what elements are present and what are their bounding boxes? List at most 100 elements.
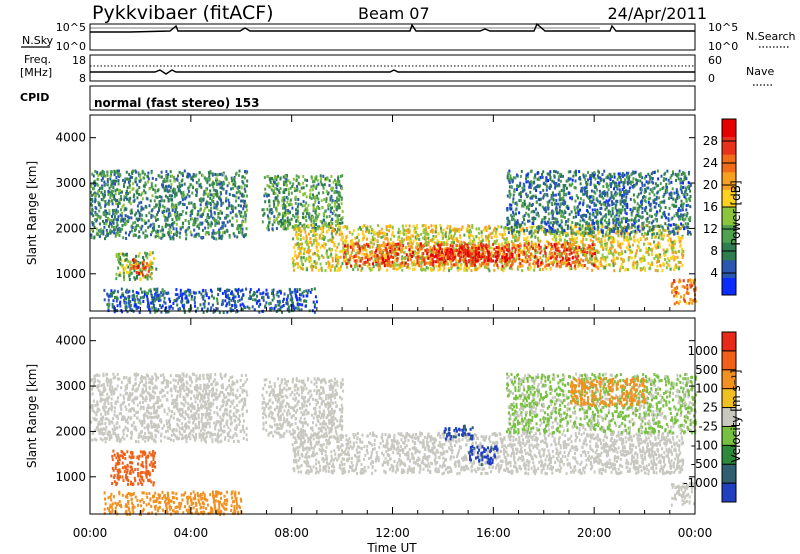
echo-cell — [333, 178, 336, 182]
echo-cell — [216, 297, 218, 301]
echo-cell — [664, 250, 667, 254]
echo-cell — [105, 212, 107, 216]
freq-left-tick-top: 18 — [72, 54, 86, 67]
echo-cell — [230, 290, 233, 294]
echo-cell — [123, 184, 125, 188]
echo-cell — [496, 264, 499, 267]
echo-cell — [94, 200, 97, 204]
echo-cell — [269, 302, 272, 305]
echo-cell — [155, 294, 158, 298]
echo-cell — [331, 229, 333, 233]
echo-cell — [347, 251, 349, 255]
echo-cell — [201, 295, 204, 299]
echo-cell — [431, 228, 434, 232]
echo-cell — [133, 298, 136, 302]
echo-cell — [207, 201, 210, 205]
echo-cell — [309, 217, 312, 221]
echo-cell — [150, 215, 153, 219]
echo-cell — [146, 273, 148, 277]
echo-cell — [497, 225, 499, 228]
echo-cell — [116, 232, 119, 236]
echo-cell — [499, 247, 502, 251]
echo-cell — [119, 173, 122, 177]
echo-cell — [418, 261, 421, 265]
echo-cell — [127, 192, 130, 195]
echo-cell — [328, 183, 331, 187]
echo-cell — [501, 264, 504, 268]
echo-cell — [271, 292, 273, 295]
echo-cell — [369, 241, 372, 245]
echo-cell — [416, 234, 418, 238]
echo-cell — [565, 232, 568, 236]
echo-cell — [243, 176, 246, 180]
echo-cell — [276, 187, 279, 191]
echo-cell — [294, 306, 297, 310]
echo-cell — [151, 298, 154, 302]
echo-cell — [339, 229, 342, 233]
echo-cell — [477, 231, 480, 235]
echo-cell — [573, 249, 576, 253]
echo-cell — [325, 251, 328, 255]
echo-cell — [161, 225, 164, 229]
echo-cell — [219, 216, 222, 220]
echo-cell — [286, 216, 289, 220]
echo-cell — [391, 233, 394, 237]
echo-cell — [272, 189, 275, 193]
echo-cell — [328, 263, 331, 267]
echo-cell — [98, 235, 101, 239]
echo-cell — [653, 240, 655, 244]
echo-cell — [437, 268, 440, 272]
echo-cell — [96, 216, 99, 219]
echo-cell — [592, 249, 595, 253]
echo-cell — [190, 295, 193, 298]
echo-cell — [226, 229, 229, 233]
echo-cell — [335, 190, 338, 194]
echo-cell — [412, 224, 415, 228]
echo-cell — [373, 231, 376, 234]
echo-cell — [204, 299, 206, 303]
echo-cell — [192, 173, 195, 176]
echo-cell — [667, 263, 670, 267]
echo-cell — [309, 290, 312, 294]
echo-cell — [412, 239, 415, 243]
echo-cell — [122, 294, 125, 298]
echo-cell — [452, 228, 455, 232]
echo-cell — [125, 288, 128, 292]
echo-cell — [276, 197, 279, 201]
echo-cell — [424, 237, 427, 241]
echo-cell — [127, 218, 130, 222]
echo-cell — [336, 255, 338, 259]
echo-cell — [512, 243, 515, 247]
echo-cell — [112, 299, 115, 303]
echo-cell — [513, 257, 516, 261]
echo-cell — [162, 180, 165, 183]
echo-cell — [648, 246, 650, 250]
echo-cell — [624, 236, 627, 240]
echo-cell — [291, 256, 294, 260]
echo-cell — [127, 295, 130, 299]
echo-cell — [371, 245, 374, 249]
echo-cell — [162, 292, 165, 296]
echo-cell — [276, 199, 279, 203]
echo-cell — [171, 218, 174, 222]
echo-cell — [92, 214, 95, 218]
echo-cell — [144, 268, 147, 272]
echo-cell — [168, 305, 171, 309]
echo-cell — [297, 175, 300, 179]
echo-cell — [239, 230, 242, 234]
freq-label-2: [MHz] — [20, 66, 52, 79]
echo-cell — [96, 183, 99, 187]
echo-cell — [204, 226, 207, 230]
echo-cell — [242, 215, 245, 219]
echo-cell — [386, 264, 389, 267]
echo-cell — [651, 235, 654, 239]
echo-cell — [580, 250, 583, 254]
echo-cell — [336, 269, 339, 273]
echo-cell — [600, 240, 603, 244]
echo-cell — [261, 220, 264, 224]
echo-cell — [126, 197, 128, 201]
echo-cell — [287, 224, 290, 227]
echo-cell — [319, 174, 322, 178]
echo-cell — [656, 269, 659, 273]
echo-cell — [180, 191, 183, 195]
